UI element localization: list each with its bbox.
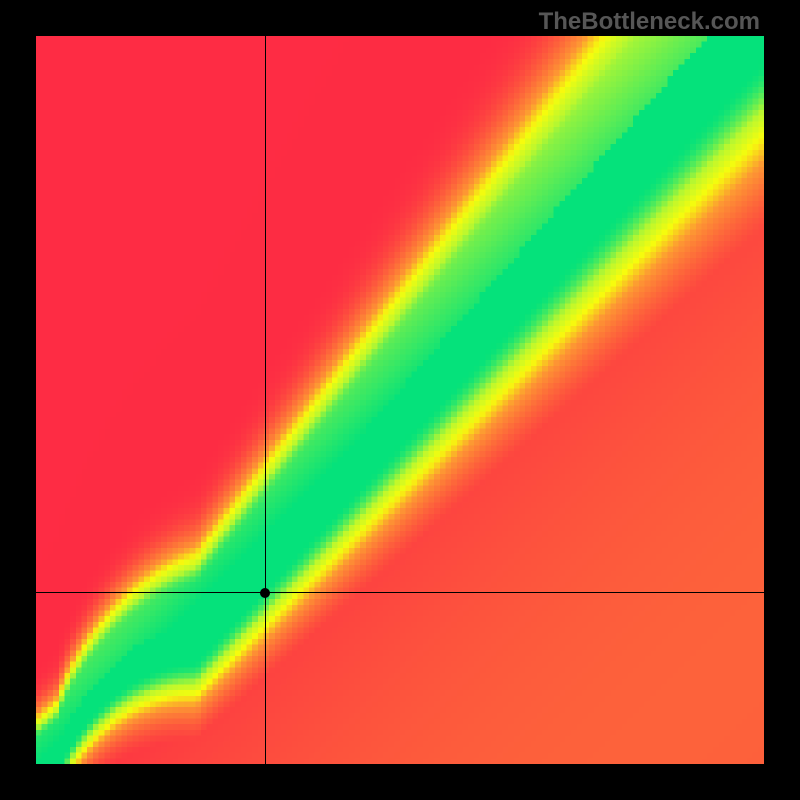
watermark-text: TheBottleneck.com: [539, 8, 760, 36]
heatmap-canvas: [36, 36, 764, 764]
crosshair-horizontal: [36, 592, 764, 593]
crosshair-vertical: [265, 36, 266, 764]
outer-frame: TheBottleneck.com: [0, 0, 800, 800]
